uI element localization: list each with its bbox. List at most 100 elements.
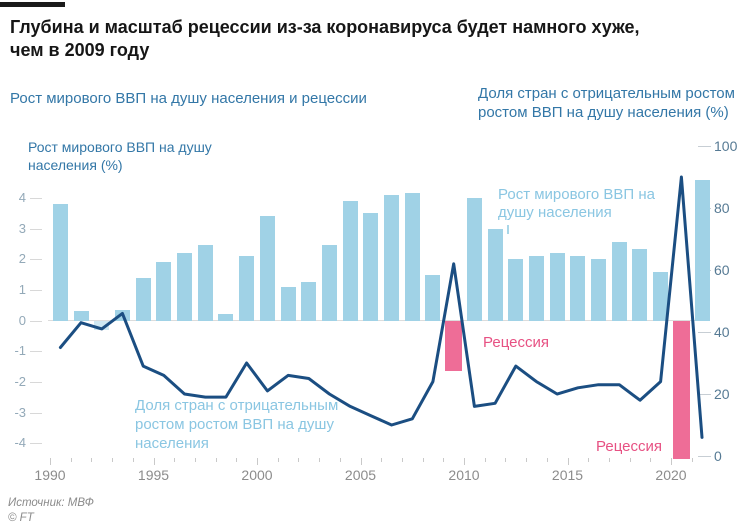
- x-axis-tick-1995: [153, 458, 155, 465]
- gdp-bar-2016: [591, 259, 607, 321]
- x-axis-tick-2006: [381, 458, 383, 462]
- x-axis-tick-1993: [112, 458, 114, 462]
- gdp-bar-1996: [177, 253, 193, 321]
- gdp-bar-1997: [197, 245, 213, 321]
- x-axis-tick-2016: [588, 458, 590, 462]
- gdp-bar-2019: [653, 271, 669, 321]
- gdp-bar-1990: [52, 204, 68, 321]
- gdp-bar-1993: [114, 309, 130, 321]
- x-axis-tick-2003: [319, 458, 321, 462]
- x-axis-label-2005: 2005: [344, 467, 377, 483]
- x-axis-tick-1998: [215, 458, 217, 462]
- source-note: Источник: МВФ: [8, 497, 94, 509]
- gdp-bar-2011: [487, 228, 503, 321]
- gdp-bar-2015: [570, 256, 586, 321]
- left-axis-tick-label: -2: [14, 373, 26, 389]
- right-axis-tick-label: 20: [714, 386, 730, 402]
- gdp-bar-1994: [135, 277, 151, 321]
- right-axis-tick: [698, 332, 711, 333]
- recession-2009-label: Рецессия: [483, 334, 549, 351]
- gdp-bar-2008: [425, 274, 441, 321]
- x-axis-tick-2017: [608, 458, 610, 462]
- gdp-bar-2010: [466, 197, 482, 321]
- gdp-bar-1995: [156, 262, 172, 321]
- x-axis-tick-1990: [50, 458, 51, 465]
- gdp-bar-2017: [611, 242, 627, 321]
- gdp-bar-2007: [404, 193, 420, 321]
- left-axis-tick-label: 3: [18, 220, 26, 236]
- x-axis-tick-2019: [650, 458, 652, 462]
- left-axis-tick-label: -3: [14, 404, 26, 420]
- right-axis-tick: [698, 146, 711, 147]
- x-axis-label-1990: 1990: [34, 467, 66, 483]
- left-axis-tick: [30, 228, 42, 230]
- left-axis-tick-label: 2: [18, 251, 26, 267]
- x-axis-tick-2011: [484, 458, 486, 462]
- x-axis-tick-2004: [339, 458, 341, 462]
- x-axis-label-2010: 2010: [448, 467, 480, 483]
- left-axis-tick: [30, 351, 42, 353]
- x-axis-tick-2020: [671, 458, 672, 465]
- right-axis-header: Доля стран с отрицательным ростом ростом…: [478, 85, 735, 121]
- left-axis-tick: [30, 412, 42, 414]
- left-axis-tick-label: -4: [14, 435, 26, 451]
- gdp-bar-2012: [508, 259, 524, 321]
- x-axis-label-2020: 2020: [655, 467, 687, 483]
- x-axis-tick-2012: [505, 458, 507, 462]
- left-axis-tick-label: 4: [18, 189, 26, 205]
- x-axis-tick-1992: [91, 458, 93, 462]
- gdp-bar-2018: [632, 248, 648, 321]
- x-axis-label-2015: 2015: [551, 467, 584, 483]
- gdp-bar-2001: [280, 286, 296, 321]
- recession-bar-2009: [445, 320, 463, 372]
- left-axis-header: Рост мирового ВВП на душу населения (%): [28, 139, 212, 173]
- x-axis-tick-2015: [567, 458, 569, 465]
- right-axis-tick-label: 80: [714, 200, 730, 216]
- gdp-bar-2006: [384, 194, 400, 321]
- x-axis-tick-2014: [546, 458, 548, 462]
- x-axis-tick-1999: [236, 458, 238, 462]
- x-axis-tick-1994: [132, 458, 134, 462]
- x-axis-tick-2013: [526, 458, 528, 462]
- gdp-bar-1998: [218, 314, 234, 321]
- x-axis-tick-2008: [422, 458, 424, 462]
- left-axis-tick: [30, 197, 42, 199]
- left-axis-tick: [30, 259, 42, 261]
- left-axis-tick: [30, 443, 42, 445]
- recession-bar-2020: [672, 320, 690, 459]
- gdp-bar-2003: [321, 245, 337, 321]
- x-axis-tick-2005: [360, 458, 362, 465]
- gdp-bar-2004: [342, 200, 358, 321]
- gdp-bar-2021: [694, 179, 710, 321]
- chart-subtitle: Рост мирового ВВП на душу населения и ре…: [10, 90, 367, 107]
- gdp-bar-1999: [239, 256, 255, 321]
- gdp-bar-2005: [363, 213, 379, 321]
- left-axis-tick-label: 1: [18, 281, 26, 297]
- x-axis-tick-2007: [401, 458, 403, 462]
- left-axis-tick: [30, 381, 42, 383]
- right-axis-tick: [698, 456, 711, 457]
- x-axis-tick-2018: [629, 458, 631, 462]
- gdp-bar-1992: [94, 320, 110, 330]
- gdp-bar-2014: [549, 253, 565, 321]
- gdp-bar-2013: [528, 256, 544, 321]
- ft-copyright: © FT: [8, 512, 34, 524]
- left-axis-tick-label: -1: [14, 343, 26, 359]
- x-axis-tick-2001: [277, 458, 279, 462]
- page-title: Глубина и масштаб рецессии из-за коронав…: [10, 17, 640, 60]
- x-axis-tick-1997: [194, 458, 196, 462]
- bars-label-leader-tick: [507, 225, 509, 234]
- x-axis-tick-2000: [257, 458, 258, 465]
- recession-2020-label: Рецессия: [596, 438, 662, 455]
- x-axis-label-1995: 1995: [137, 467, 170, 483]
- top-rule: [0, 2, 65, 7]
- left-axis-tick: [30, 320, 42, 322]
- x-axis-tick-2002: [298, 458, 300, 462]
- x-axis-tick-2010: [464, 458, 465, 465]
- x-axis-tick-2021: [691, 458, 693, 462]
- line-series-label: Доля стран с отрицательным ростом ростом…: [135, 397, 339, 452]
- gdp-bar-2002: [301, 282, 317, 321]
- right-axis-tick-label: 40: [714, 324, 730, 340]
- gdp-bar-1991: [73, 311, 89, 321]
- x-axis-label-2000: 2000: [241, 467, 273, 483]
